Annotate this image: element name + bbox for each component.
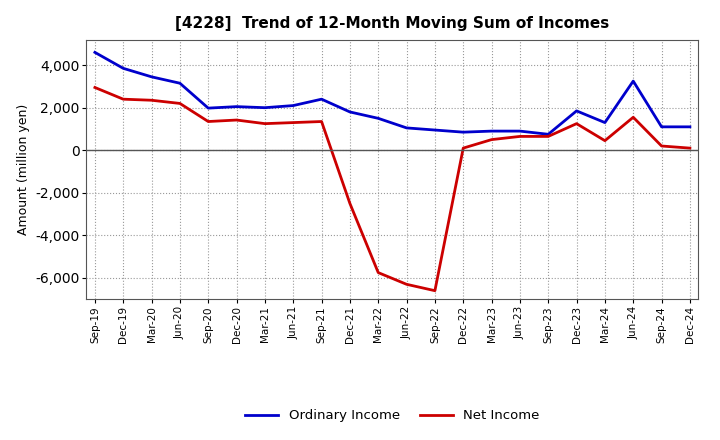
Ordinary Income [600, 120, 609, 125]
Ordinary Income [346, 109, 354, 114]
Ordinary Income [91, 50, 99, 55]
Ordinary Income [402, 125, 411, 131]
Ordinary Income [572, 108, 581, 114]
Net Income [289, 120, 297, 125]
Net Income [487, 137, 496, 142]
Net Income [261, 121, 269, 126]
Ordinary Income [119, 66, 127, 71]
Ordinary Income [148, 74, 156, 80]
Ordinary Income [374, 116, 382, 121]
Ordinary Income [318, 96, 326, 102]
Net Income [233, 117, 241, 123]
Net Income [402, 282, 411, 287]
Ordinary Income [233, 104, 241, 109]
Net Income [629, 115, 637, 120]
Net Income [204, 119, 212, 124]
Net Income [148, 98, 156, 103]
Net Income [600, 138, 609, 143]
Title: [4228]  Trend of 12-Month Moving Sum of Incomes: [4228] Trend of 12-Month Moving Sum of I… [175, 16, 610, 32]
Net Income [318, 119, 326, 124]
Legend: Ordinary Income, Net Income: Ordinary Income, Net Income [240, 404, 545, 428]
Ordinary Income [629, 78, 637, 84]
Net Income [657, 143, 666, 149]
Ordinary Income [516, 128, 524, 134]
Ordinary Income [487, 128, 496, 134]
Ordinary Income [289, 103, 297, 108]
Line: Net Income: Net Income [95, 88, 690, 291]
Ordinary Income [204, 106, 212, 111]
Net Income [119, 96, 127, 102]
Ordinary Income [544, 132, 552, 137]
Net Income [374, 270, 382, 275]
Net Income [346, 201, 354, 206]
Ordinary Income [657, 124, 666, 129]
Ordinary Income [459, 129, 467, 135]
Net Income [572, 121, 581, 126]
Net Income [544, 134, 552, 139]
Net Income [516, 134, 524, 139]
Ordinary Income [431, 128, 439, 133]
Ordinary Income [261, 105, 269, 110]
Net Income [91, 85, 99, 90]
Net Income [685, 146, 694, 151]
Y-axis label: Amount (million yen): Amount (million yen) [17, 104, 30, 235]
Line: Ordinary Income: Ordinary Income [95, 52, 690, 134]
Net Income [459, 146, 467, 151]
Net Income [431, 288, 439, 293]
Ordinary Income [685, 124, 694, 129]
Ordinary Income [176, 81, 184, 86]
Net Income [176, 101, 184, 106]
